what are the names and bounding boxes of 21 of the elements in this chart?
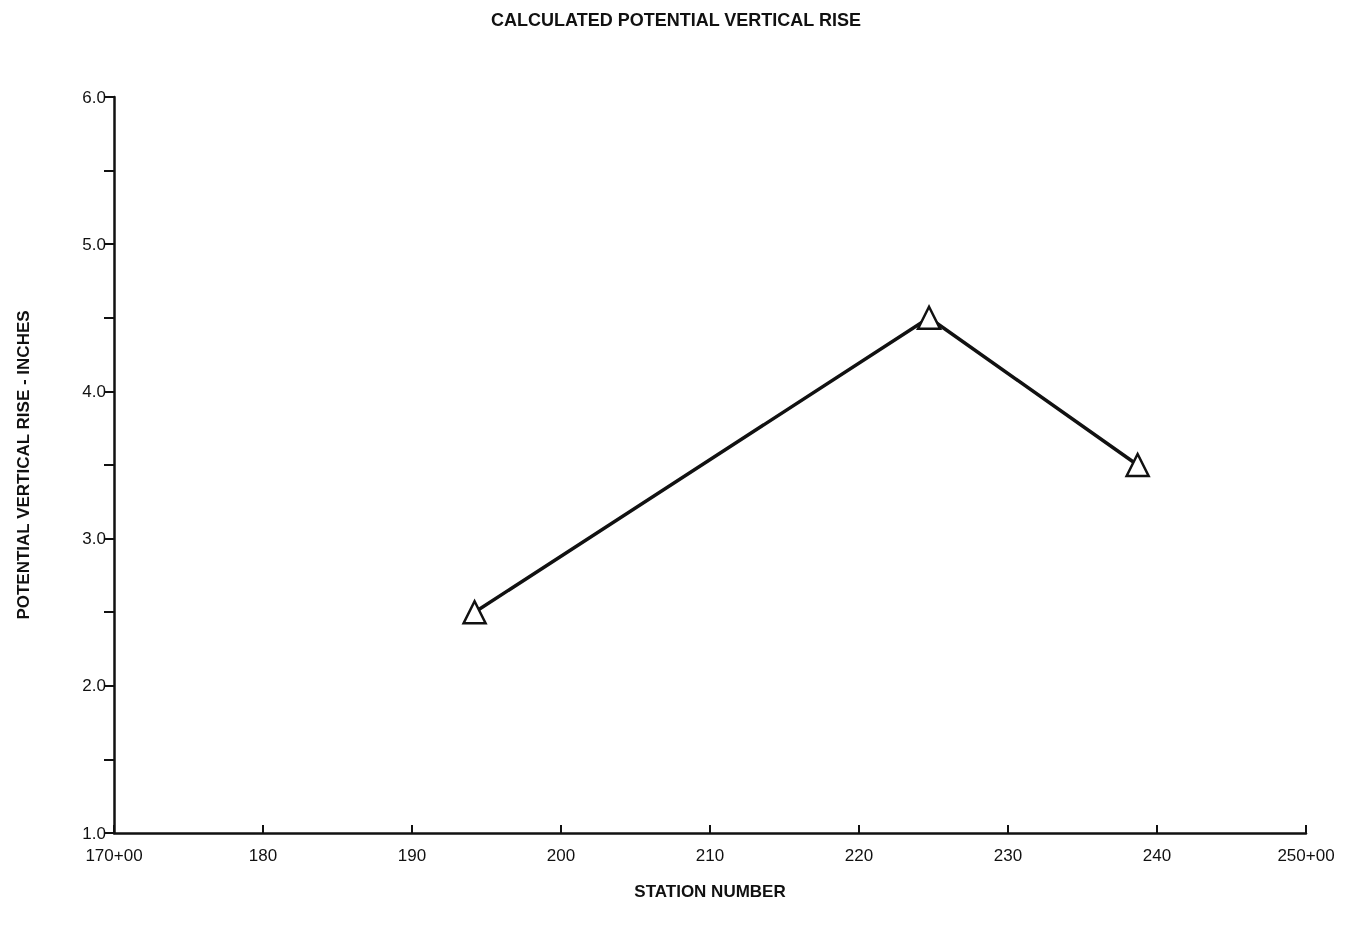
x-tick-label: 190 [397,846,427,865]
x-tick-label: 220 [844,846,874,865]
y-tick-label: 1.0 [82,823,106,843]
x-tick-label: 240 [1142,846,1172,865]
x-axis-title: STATION NUMBER [634,882,786,901]
y-tick-label: 6.0 [82,87,106,107]
point [1125,452,1150,478]
x-tick-label: 170+00 [85,846,143,865]
x-tick-label: 230 [993,846,1023,865]
y-tick-label: 5.0 [82,234,106,254]
point [916,305,942,331]
x-tick-label: 200 [546,846,576,865]
y-tick-label: 4.0 [82,381,106,401]
x-tick-label: 250+00 [1277,846,1335,865]
chart-title: CALCULATED POTENTIAL VERTICAL RISE [490,10,862,30]
x-tick-label: 210 [695,846,725,865]
y-tick-label: 2.0 [82,676,106,696]
x-tick-label: 180 [248,846,278,865]
y-axis-title: POTENTIAL VERTICAL RISE - INCHES [14,310,33,620]
y-tick-label: 3.0 [82,529,106,549]
point [462,599,487,625]
